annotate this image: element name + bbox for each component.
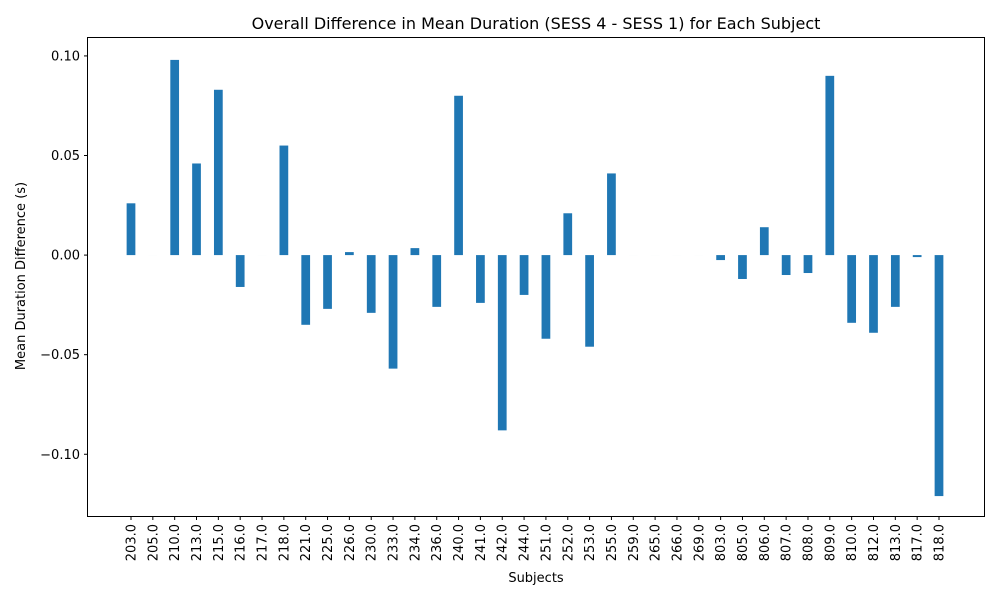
x-tick-label: 252.0 — [561, 524, 576, 561]
bar-810.0 — [847, 255, 857, 323]
x-tick-label: 244.0 — [518, 524, 533, 561]
bars-group — [126, 59, 944, 497]
x-tick-label: 205.0 — [146, 524, 161, 561]
y-axis: −0.10 −0.05 0.00 0.05 0.10 — [40, 49, 88, 463]
bar-805.0 — [738, 255, 747, 279]
x-tick-label: 240.0 — [452, 524, 467, 561]
x-tick-label: 242.0 — [496, 524, 511, 561]
x-tick-label: 818.0 — [933, 524, 948, 561]
bar-252.0 — [563, 213, 573, 256]
x-tick-label: 269.0 — [692, 524, 707, 561]
bar-809.0 — [825, 75, 835, 256]
bar-225.0 — [323, 255, 332, 309]
bar-808.0 — [803, 255, 813, 274]
x-tick-label: 251.0 — [539, 524, 554, 561]
x-tick-label: 806.0 — [758, 524, 773, 561]
bar-241.0 — [476, 255, 485, 303]
x-tick-label: 210.0 — [168, 524, 183, 561]
x-tick-label: 265.0 — [649, 524, 664, 561]
bar-253.0 — [585, 255, 594, 347]
x-tick-label: 230.0 — [365, 524, 380, 561]
bar-221.0 — [301, 255, 311, 325]
bar-203.0 — [126, 203, 136, 256]
bar-213.0 — [192, 163, 201, 256]
chart-title: Overall Difference in Mean Duration (SES… — [252, 14, 821, 33]
y-tick-label: 0.05 — [51, 149, 80, 164]
y-tick-label: −0.05 — [40, 348, 80, 363]
x-tick-label: 236.0 — [430, 524, 445, 561]
bar-240.0 — [454, 95, 463, 256]
x-tick-label: 241.0 — [474, 524, 489, 561]
x-tick-label: 259.0 — [627, 524, 642, 561]
x-tick-label: 807.0 — [780, 524, 795, 561]
x-tick-label: 213.0 — [190, 524, 205, 561]
bar-210.0 — [170, 59, 180, 256]
x-tick-label: 221.0 — [299, 524, 314, 561]
x-tick-label: 233.0 — [387, 524, 402, 561]
bar-242.0 — [497, 255, 507, 431]
y-tick-label: −0.10 — [40, 448, 80, 463]
x-tick-label: 805.0 — [736, 524, 751, 561]
bar-806.0 — [759, 227, 769, 256]
x-tick-label: 812.0 — [867, 524, 882, 561]
x-tick-label: 226.0 — [343, 524, 358, 561]
x-tick-label: 253.0 — [583, 524, 598, 561]
bar-255.0 — [607, 173, 616, 256]
bar-226.0 — [345, 252, 354, 256]
bar-803.0 — [716, 255, 725, 261]
x-tick-label: 225.0 — [321, 524, 336, 561]
x-tick-label: 234.0 — [408, 524, 423, 561]
x-tick-label: 803.0 — [714, 524, 729, 561]
bar-251.0 — [541, 255, 551, 339]
x-tick-label: 810.0 — [845, 524, 860, 561]
bar-812.0 — [869, 255, 878, 333]
x-tick-label: 217.0 — [256, 524, 271, 561]
x-axis: 203.0 205.0 210.0 213.0 215.0 216.0 217.0 218.0… — [125, 516, 948, 561]
bar-818.0 — [934, 255, 944, 497]
x-tick-label: 809.0 — [823, 524, 838, 561]
x-tick-label: 255.0 — [605, 524, 620, 561]
bar-216.0 — [235, 255, 245, 287]
bar-233.0 — [388, 255, 398, 369]
bar-218.0 — [279, 145, 289, 256]
x-axis-label: Subjects — [508, 571, 564, 586]
bar-236.0 — [432, 255, 442, 307]
x-tick-label: 215.0 — [212, 524, 227, 561]
x-tick-label: 266.0 — [670, 524, 685, 561]
x-tick-label: 203.0 — [125, 524, 140, 561]
y-tick-label: 0.10 — [51, 49, 80, 64]
x-tick-label: 218.0 — [277, 524, 292, 561]
x-tick-label: 216.0 — [234, 524, 249, 561]
x-tick-label: 813.0 — [889, 524, 904, 561]
bar-215.0 — [213, 89, 223, 256]
bar-817.0 — [912, 255, 922, 258]
x-tick-label: 808.0 — [801, 524, 816, 561]
y-tick-label: 0.00 — [51, 249, 80, 264]
x-tick-label: 817.0 — [911, 524, 926, 561]
bar-234.0 — [410, 248, 420, 256]
bar-813.0 — [890, 255, 900, 307]
bar-230.0 — [366, 255, 376, 313]
y-axis-label: Mean Duration Difference (s) — [14, 182, 29, 370]
bar-807.0 — [781, 255, 791, 276]
plot-frame — [87, 37, 985, 517]
bar-244.0 — [519, 255, 529, 295]
